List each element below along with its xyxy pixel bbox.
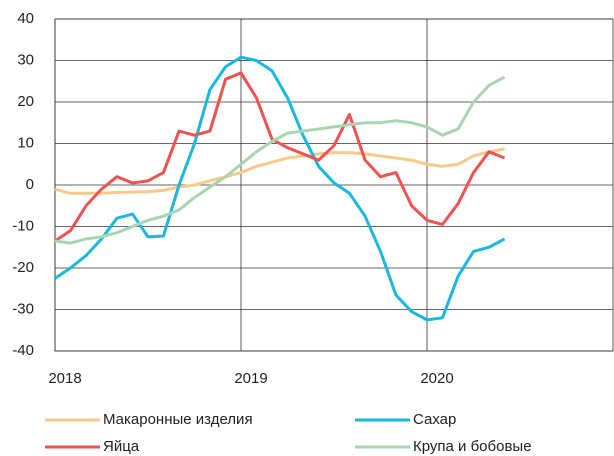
y-tick-label: 40	[17, 10, 34, 27]
legend-label: Сахар	[413, 411, 456, 428]
series-line	[54, 71, 506, 243]
y-tick-label: -10	[12, 217, 34, 234]
y-tick-label: 0	[26, 176, 34, 193]
x-tick-label: 2018	[48, 370, 81, 387]
x-tick-label: 2020	[420, 370, 453, 387]
legend-label: Яйца	[103, 438, 140, 455]
y-tick-label: -40	[12, 342, 34, 359]
x-tick-label: 2019	[234, 370, 267, 387]
series-line	[54, 75, 506, 245]
legend-label: Крупа и бобовые	[413, 438, 532, 455]
y-tick-label: -20	[12, 259, 34, 276]
series-line	[54, 147, 505, 195]
y-tick-label: 20	[17, 93, 34, 110]
series-line	[54, 55, 506, 322]
legend-label: Макаронные изделия	[103, 411, 253, 428]
y-tick-label: 10	[17, 134, 34, 151]
y-tick-label: 30	[17, 51, 34, 68]
y-tick-label: -30	[12, 300, 34, 317]
